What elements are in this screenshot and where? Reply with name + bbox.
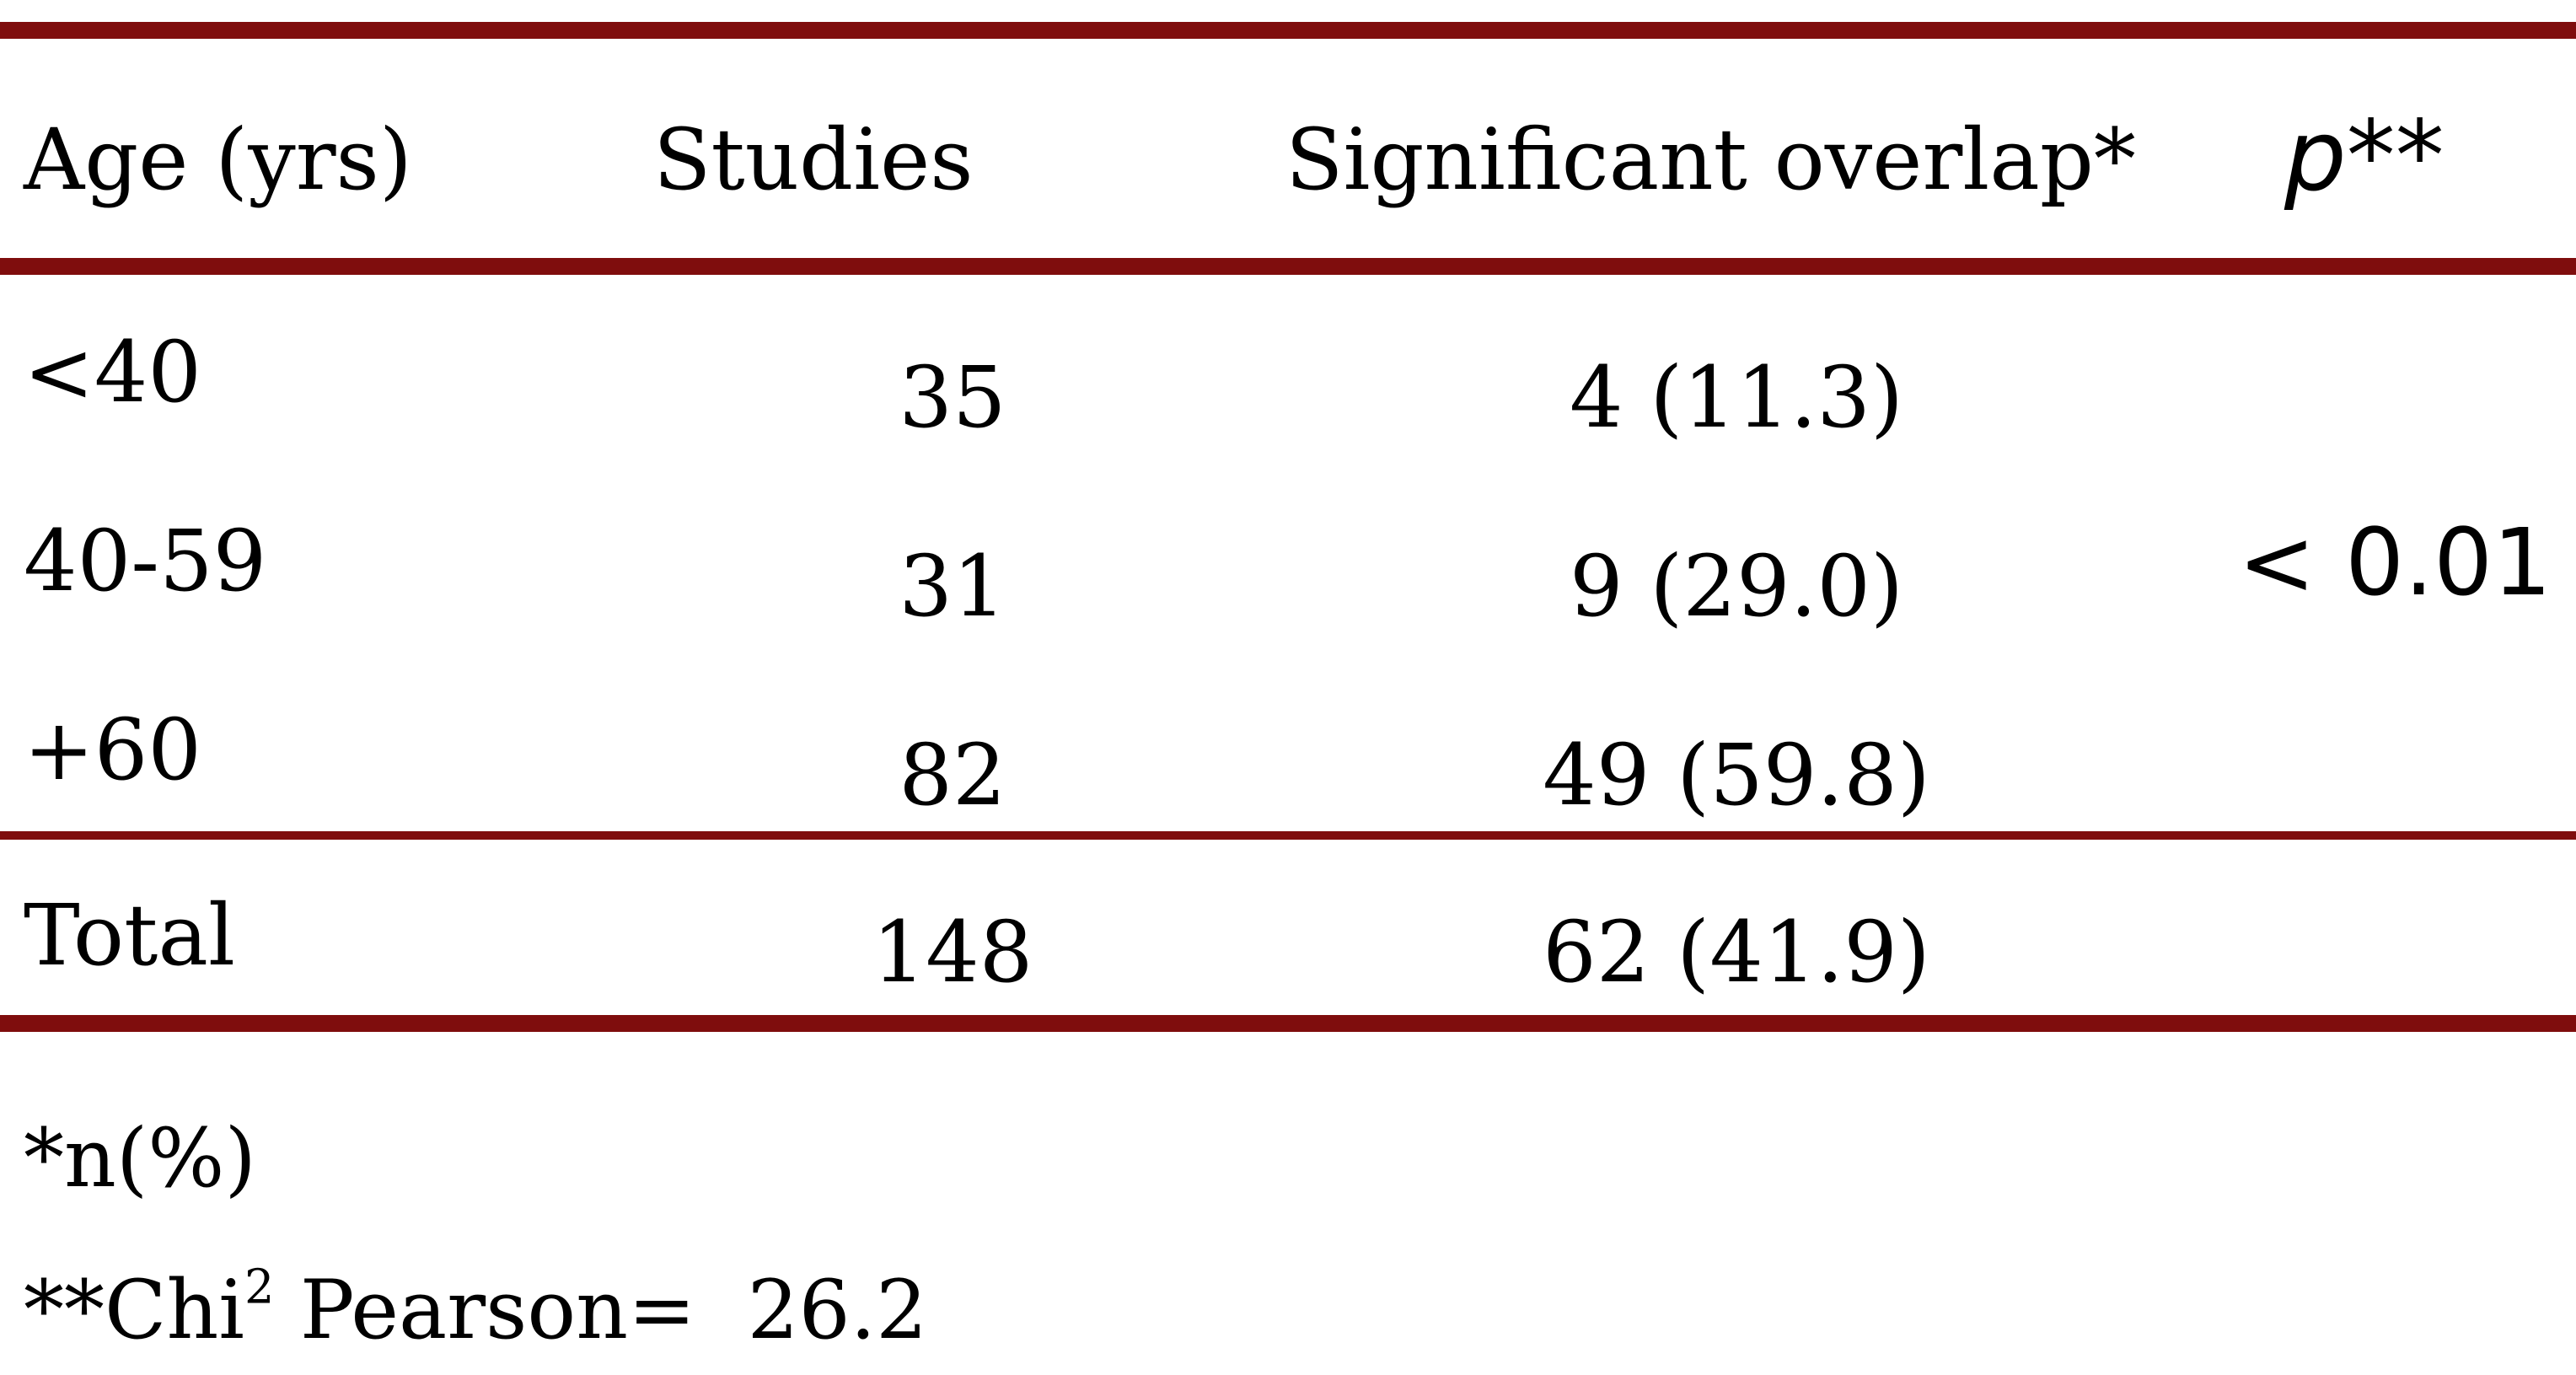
header-significant-overlap: Significant overlap* (1285, 110, 2136, 209)
row-age-40-59: 40-59 (24, 512, 267, 610)
footnote-chi-square: **Chi2 Pearson= 26.2 (24, 1260, 928, 1357)
table-header-rule (0, 258, 2576, 275)
row-age-60-plus: +60 (24, 701, 202, 799)
header-studies: Studies (653, 110, 974, 209)
footnote-n-percent: *n(%) (24, 1111, 256, 1206)
header-p-value: p** (2284, 99, 2445, 213)
table-top-rule (0, 22, 2576, 39)
table-bottom-rule (0, 1015, 2576, 1032)
row-age-under-40: <40 (24, 323, 202, 422)
table-total-rule (0, 831, 2576, 840)
total-label: Total (24, 886, 235, 985)
p-value: < 0.01 (2238, 508, 2552, 616)
header-age: Age (yrs) (24, 110, 412, 209)
